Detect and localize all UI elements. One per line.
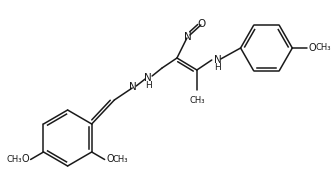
Text: H: H (145, 80, 151, 90)
Text: N: N (129, 82, 137, 92)
Text: CH₃: CH₃ (6, 154, 22, 164)
Text: CH₃: CH₃ (113, 154, 128, 164)
Text: O: O (309, 43, 316, 53)
Text: O: O (21, 154, 29, 164)
Text: H: H (214, 63, 220, 71)
Text: CH₃: CH₃ (316, 43, 331, 52)
Text: O: O (198, 19, 206, 29)
Text: N: N (144, 73, 152, 83)
Text: O: O (106, 154, 114, 164)
Text: N: N (184, 32, 192, 42)
Text: CH₃: CH₃ (189, 96, 205, 105)
Text: N: N (214, 55, 221, 65)
